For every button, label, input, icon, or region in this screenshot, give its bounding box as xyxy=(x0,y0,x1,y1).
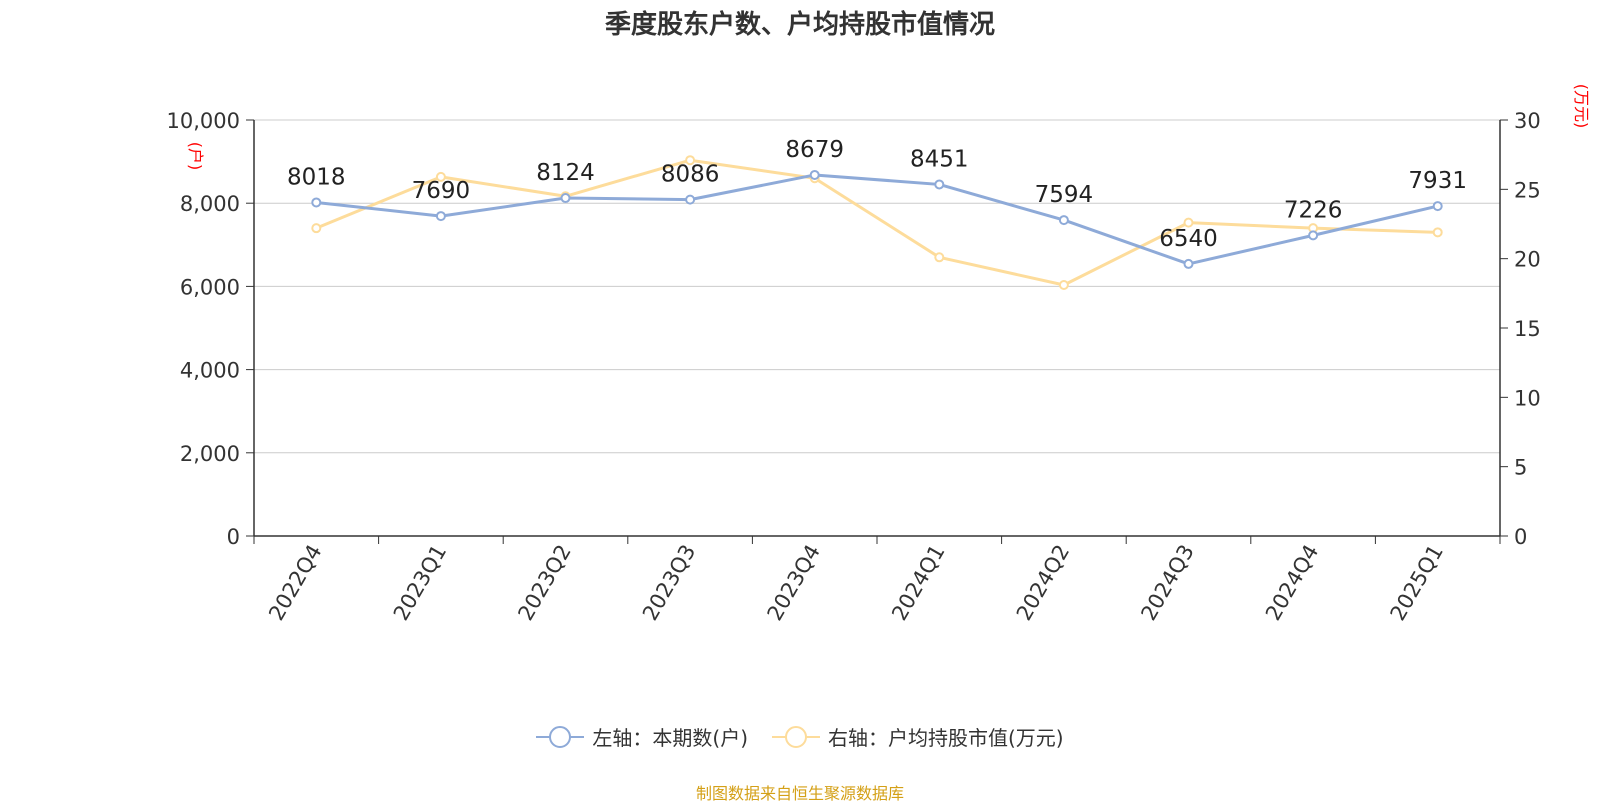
data-point-left xyxy=(809,169,820,180)
chart-title: 季度股东户数、户均持股市值情况 xyxy=(604,10,995,40)
right-tick-label: 30 xyxy=(1514,109,1541,133)
data-point-right xyxy=(934,252,945,263)
x-tick-label: 2024Q2 xyxy=(1012,541,1074,625)
data-point-left xyxy=(1183,258,1194,269)
x-tick-label: 2024Q3 xyxy=(1136,541,1198,625)
x-tick-label: 2023Q4 xyxy=(763,541,825,625)
right-tick-label: 5 xyxy=(1514,456,1527,480)
data-point-left xyxy=(1432,201,1443,212)
x-tick-label: 2023Q2 xyxy=(513,541,575,625)
data-label: 8124 xyxy=(536,160,595,186)
left-tick-label: 2,000 xyxy=(180,442,240,466)
legend-item-right[interactable]: 右轴：户均持股市值(万元) xyxy=(772,722,1064,751)
legend: 左轴：本期数(户) 右轴：户均持股市值(万元) xyxy=(0,722,1600,751)
left-tick-label: 6,000 xyxy=(180,275,240,299)
data-point-right xyxy=(1058,280,1069,291)
data-point-left xyxy=(934,179,945,190)
x-tick-label: 2022Q4 xyxy=(264,541,326,625)
data-label: 7226 xyxy=(1284,197,1343,223)
data-labels: 8018 7690 8124 8086 8679 8451 7594 6540 7226 7931 xyxy=(287,137,1467,252)
legend-label-left: 左轴：本期数(户) xyxy=(592,726,748,750)
legend-marker-right xyxy=(772,725,820,748)
right-tick-label: 0 xyxy=(1514,525,1527,549)
left-tick-label: 0 xyxy=(227,525,240,549)
x-tick-label: 2023Q1 xyxy=(389,541,451,625)
data-label: 7690 xyxy=(412,178,471,204)
data-point-left xyxy=(560,193,571,204)
data-point-right xyxy=(1432,227,1443,238)
left-tick-label: 4,000 xyxy=(180,359,240,383)
source-note: 制图数据来自恒生聚源数据库 xyxy=(695,784,904,803)
data-point-right xyxy=(435,171,446,182)
left-tick-label: 10,000 xyxy=(167,109,240,133)
right-tick-label: 15 xyxy=(1514,317,1541,341)
series-lines xyxy=(311,155,1443,291)
data-point-right xyxy=(311,223,322,234)
data-label: 6540 xyxy=(1159,226,1218,252)
data-point-left xyxy=(311,197,322,208)
data-label: 7931 xyxy=(1408,168,1467,194)
x-tick-label: 2023Q3 xyxy=(638,541,700,625)
legend-item-left[interactable]: 左轴：本期数(户) xyxy=(536,722,748,751)
x-tick-label: 2024Q4 xyxy=(1261,541,1323,625)
legend-label-right: 右轴：户均持股市值(万元) xyxy=(828,726,1064,750)
series-line-right xyxy=(315,158,1438,287)
left-tick-label: 8,000 xyxy=(180,192,240,216)
data-label: 8018 xyxy=(287,164,346,190)
data-label: 7594 xyxy=(1035,182,1094,208)
legend-marker-left xyxy=(536,725,585,748)
data-point-right xyxy=(685,155,696,166)
left-axis-unit: (户) xyxy=(186,142,205,171)
data-point-right xyxy=(1183,217,1194,228)
right-tick-label: 20 xyxy=(1514,248,1541,272)
right-tick-label: 10 xyxy=(1514,386,1541,410)
data-point-left xyxy=(1058,215,1069,226)
data-label: 8086 xyxy=(661,162,720,188)
right-tick-label: 25 xyxy=(1514,178,1541,202)
data-point-left xyxy=(1308,230,1319,241)
x-tick-label: 2024Q1 xyxy=(887,541,949,625)
gridlines xyxy=(254,119,1500,454)
data-label: 8451 xyxy=(910,146,969,172)
data-label: 8679 xyxy=(785,137,844,163)
x-tick-label: 2025Q1 xyxy=(1386,541,1448,625)
right-axis-unit: (万元) xyxy=(1572,84,1591,129)
axes: 0 2,000 4,000 6,000 8,000 10,000 0 5 10 15 20 25 30 (… xyxy=(167,84,1591,625)
series-line-left xyxy=(316,173,1439,266)
data-point-left xyxy=(435,211,446,222)
data-point-left xyxy=(685,194,696,205)
